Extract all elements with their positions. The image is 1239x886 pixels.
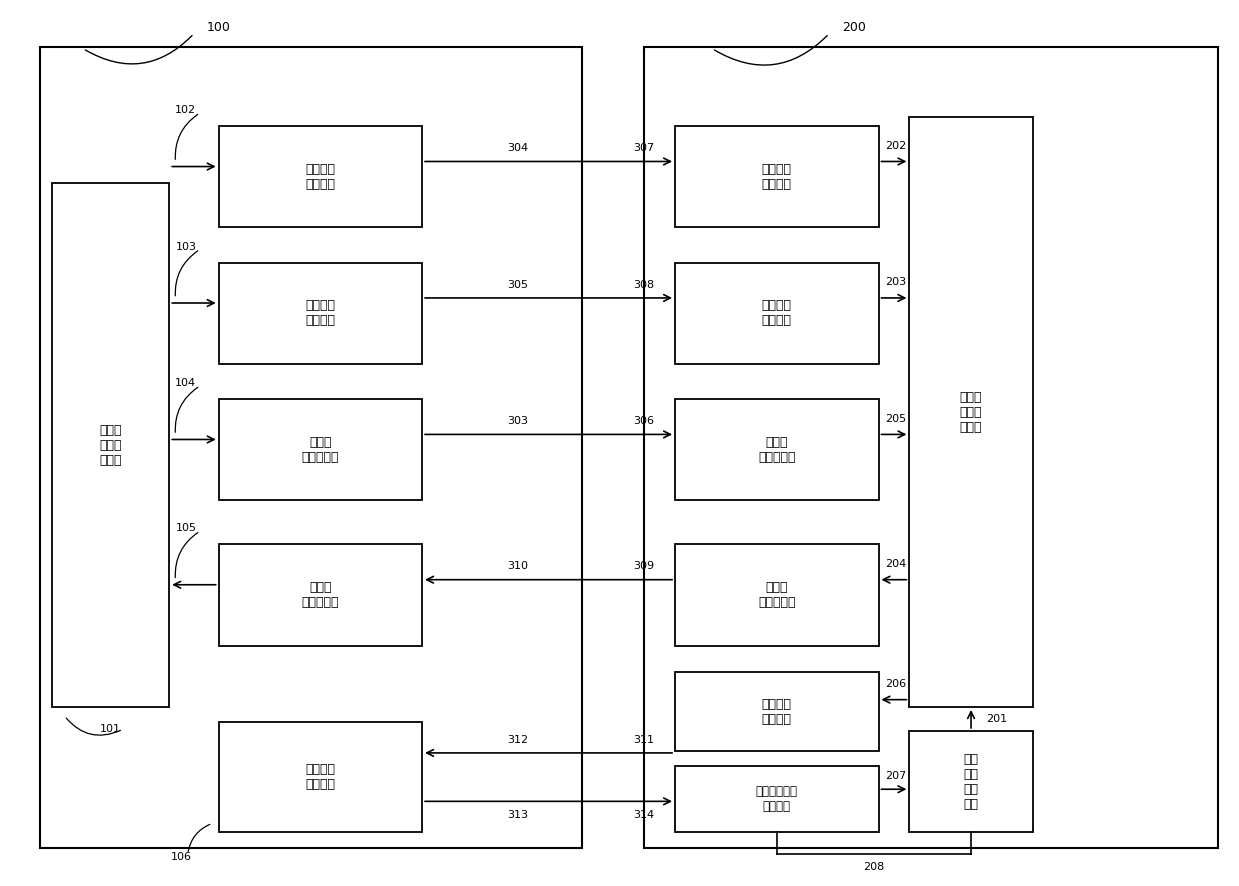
Text: 311: 311	[633, 734, 654, 745]
Bar	[909, 117, 1032, 707]
Text: 202: 202	[885, 141, 906, 151]
Text: 从数据
接收缓冲区: 从数据 接收缓冲区	[758, 436, 795, 463]
Bar	[909, 731, 1032, 832]
Bar	[675, 399, 878, 501]
Text: 104: 104	[175, 378, 197, 388]
Text: 传输
延迟
计数
单元: 传输 延迟 计数 单元	[964, 752, 979, 811]
Text: 主数据
发送缓冲区: 主数据 发送缓冲区	[301, 436, 339, 463]
Text: 306: 306	[633, 416, 654, 426]
Text: 同步信号
接收单元: 同步信号 接收单元	[762, 299, 792, 327]
Text: 102: 102	[175, 105, 197, 115]
Text: 313: 313	[507, 810, 528, 820]
Text: 时钒信号
接收单元: 时钒信号 接收单元	[762, 163, 792, 190]
Bar	[675, 766, 878, 832]
Text: 314: 314	[633, 810, 654, 820]
Bar	[675, 672, 878, 751]
Text: 时钒信号
发送单元: 时钒信号 发送单元	[305, 163, 336, 190]
Text: 从数据
发送接
收单元: 从数据 发送接 收单元	[960, 391, 983, 433]
Bar	[40, 47, 582, 848]
Text: 309: 309	[633, 562, 654, 571]
Text: 203: 203	[885, 277, 906, 287]
Text: 103: 103	[176, 242, 197, 252]
Bar	[52, 183, 170, 707]
Text: 200: 200	[843, 20, 866, 34]
Bar	[675, 126, 878, 228]
Text: 201: 201	[986, 714, 1007, 724]
Text: 主数据
发送接
收单元: 主数据 发送接 收单元	[99, 424, 121, 467]
Text: 312: 312	[507, 734, 528, 745]
Bar	[675, 544, 878, 646]
Text: 305: 305	[507, 280, 528, 290]
Text: 返还同步信号
接收单元: 返还同步信号 接收单元	[756, 785, 798, 813]
Text: 106: 106	[171, 851, 192, 862]
Text: 101: 101	[100, 724, 121, 734]
Text: 204: 204	[885, 559, 906, 569]
Text: 310: 310	[507, 562, 528, 571]
Text: 208: 208	[864, 862, 885, 873]
Bar	[644, 47, 1218, 848]
Text: 206: 206	[885, 679, 906, 688]
Text: 从数据
发送缓冲区: 从数据 发送缓冲区	[758, 581, 795, 609]
Text: 同步信号
转发单元: 同步信号 转发单元	[762, 697, 792, 726]
Bar	[218, 544, 422, 646]
Text: 同步信号
返还单元: 同步信号 返还单元	[305, 763, 336, 791]
Text: 304: 304	[507, 144, 528, 153]
Bar	[218, 126, 422, 228]
Text: 205: 205	[885, 414, 906, 424]
Text: 307: 307	[633, 144, 654, 153]
Bar	[218, 262, 422, 364]
Bar	[218, 722, 422, 832]
Text: 303: 303	[507, 416, 528, 426]
Text: 207: 207	[885, 771, 906, 781]
Text: 100: 100	[207, 20, 230, 34]
Text: 同步信号
发送单元: 同步信号 发送单元	[305, 299, 336, 327]
Text: 主数据
接收缓冲区: 主数据 接收缓冲区	[301, 581, 339, 609]
Text: 105: 105	[176, 524, 197, 533]
Bar	[675, 262, 878, 364]
Bar	[218, 399, 422, 501]
Text: 308: 308	[633, 280, 654, 290]
